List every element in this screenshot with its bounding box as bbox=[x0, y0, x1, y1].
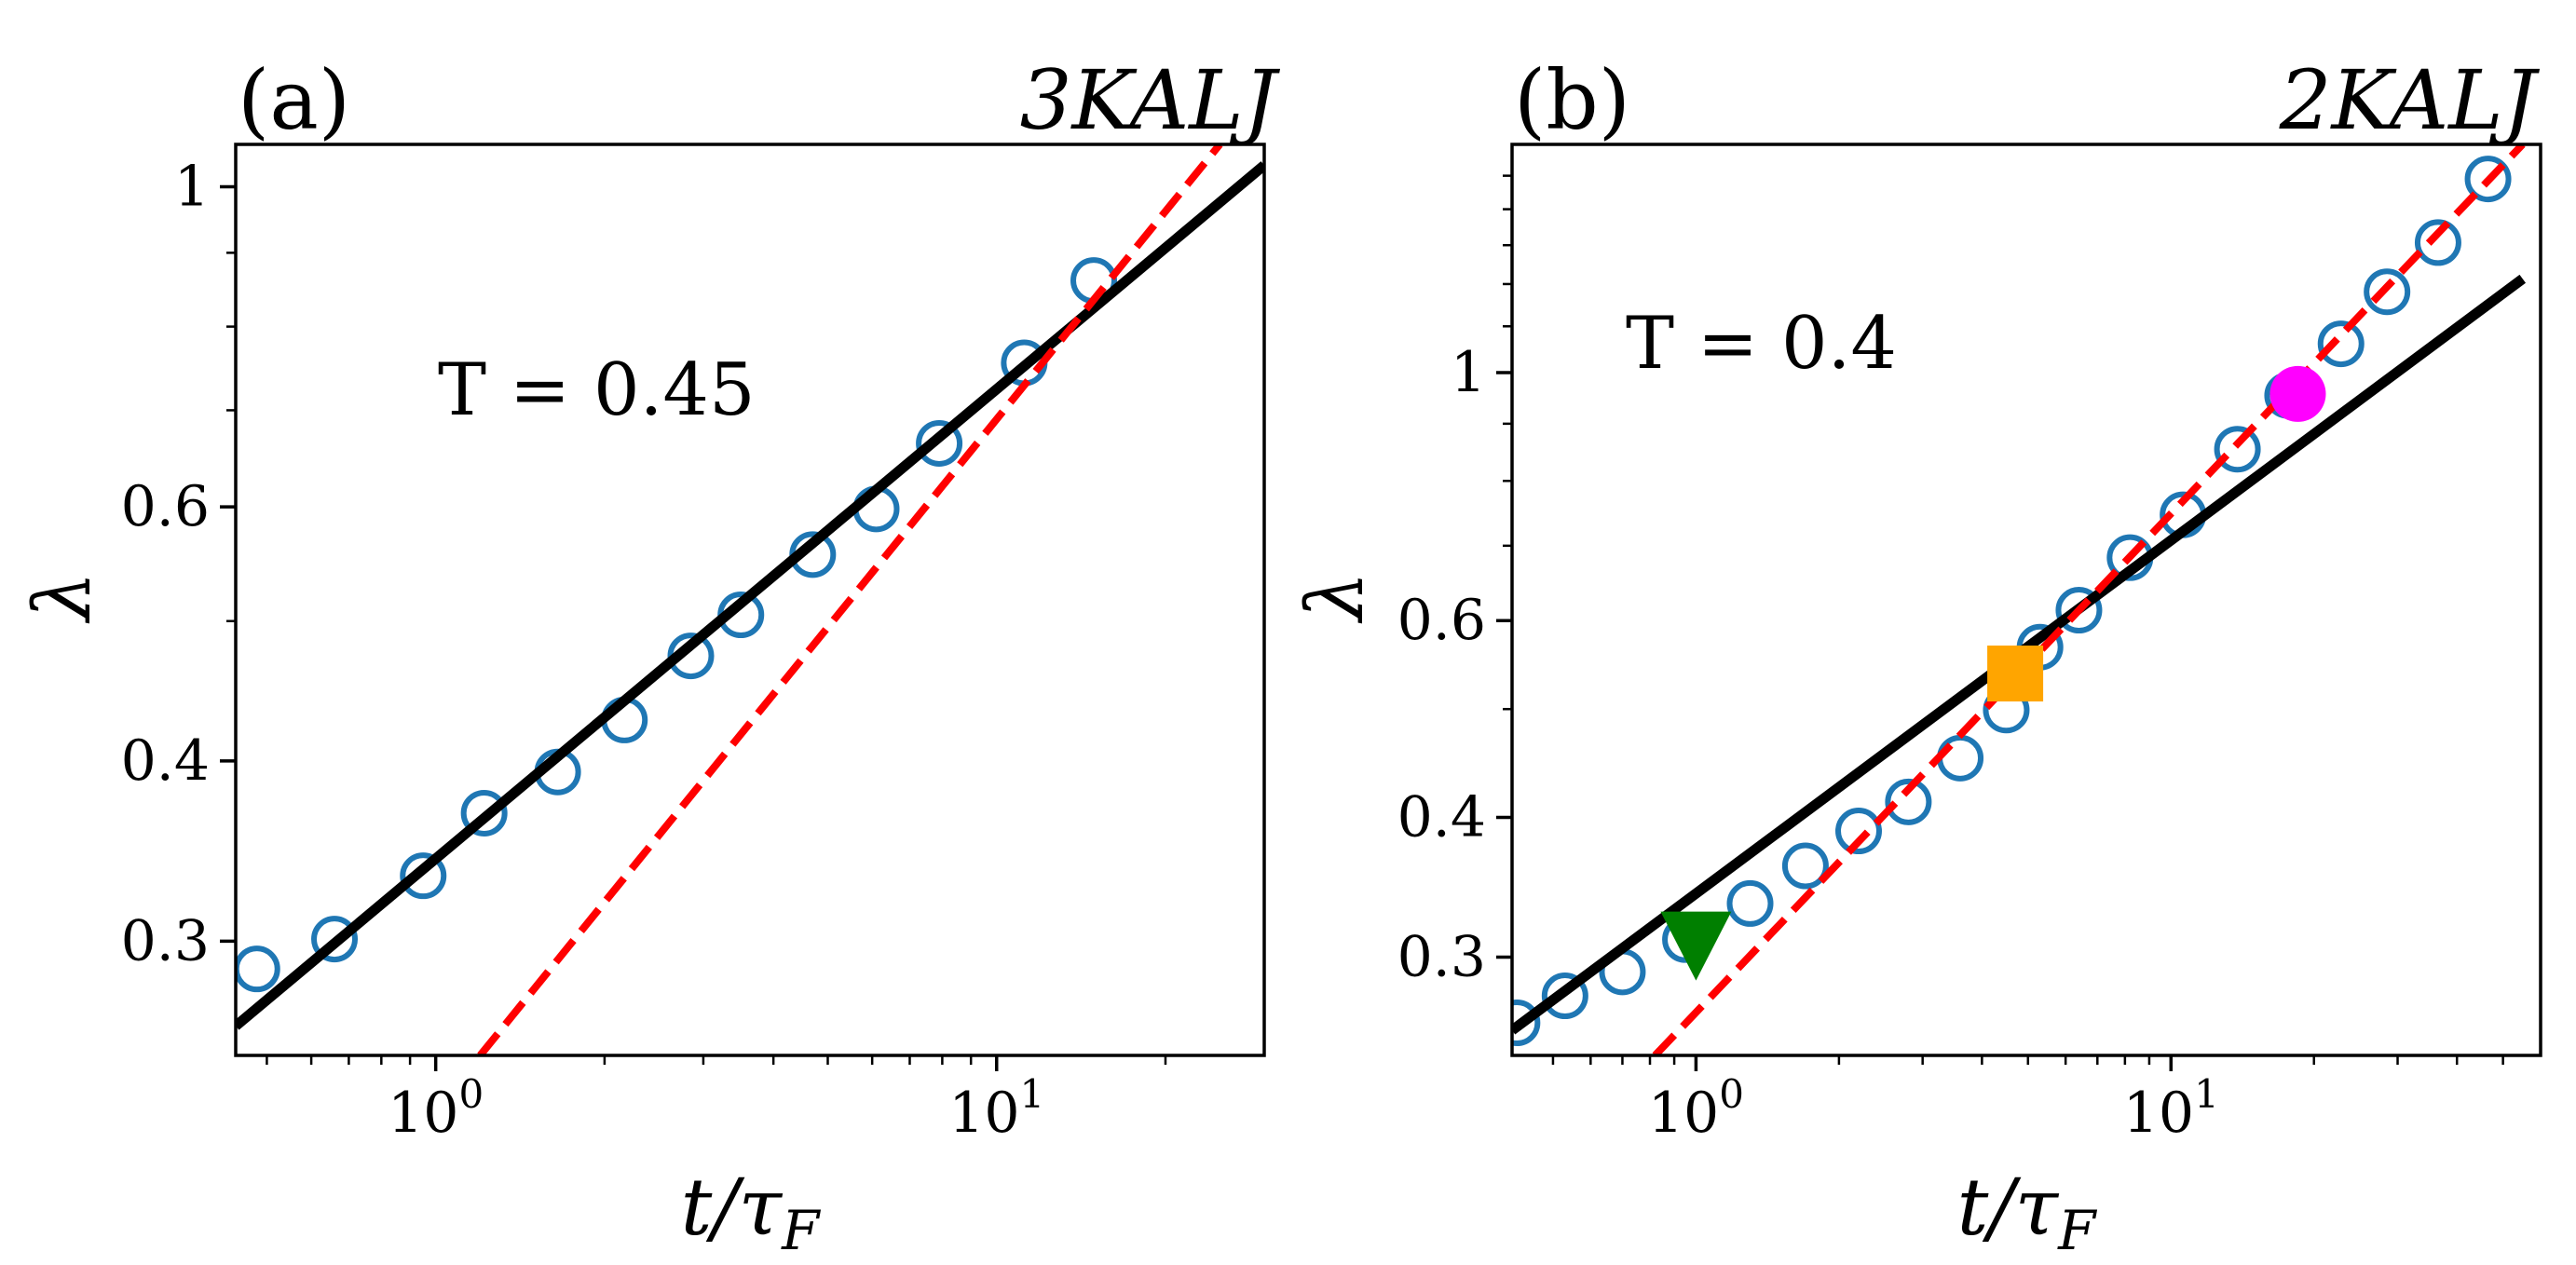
data-point bbox=[236, 945, 280, 993]
ticks-a: 100 101 0.3 0.4 0.6 1 bbox=[121, 155, 1167, 1146]
data-point bbox=[460, 789, 508, 837]
y-tick-label: 0.3 bbox=[1397, 924, 1486, 989]
panel-label-b: (b) bbox=[1514, 52, 1630, 148]
y-tick-label: 0.6 bbox=[1397, 588, 1486, 653]
data-point bbox=[311, 916, 359, 963]
y-tick-label: 0.4 bbox=[121, 728, 210, 794]
x-tick-label: 101 bbox=[948, 1071, 1044, 1146]
y-axis-label-a: λ bbox=[17, 571, 108, 623]
x-tick-label: 100 bbox=[388, 1071, 484, 1146]
y-tick-label: 0.6 bbox=[121, 474, 210, 539]
axes-frame-a bbox=[234, 143, 1266, 1057]
x-axis-label-a: t/τF bbox=[681, 1162, 822, 1262]
x-tick-label: 100 bbox=[1648, 1071, 1744, 1146]
data-point bbox=[2464, 156, 2512, 203]
green-triangle-marker bbox=[1660, 911, 1732, 981]
data-point bbox=[916, 419, 963, 467]
data-point bbox=[1835, 808, 1883, 855]
annotation-a: T = 0.45 bbox=[438, 348, 756, 432]
system-title-a: 3KALJ bbox=[1020, 52, 1281, 148]
data-point bbox=[1781, 842, 1829, 890]
y-tick-label: 1 bbox=[174, 155, 210, 220]
magenta-circle-marker bbox=[2269, 365, 2326, 422]
data-point bbox=[2055, 587, 2103, 634]
y-axis-label-b: λ bbox=[1289, 571, 1381, 623]
annotation-b: T = 0.4 bbox=[1626, 302, 1897, 386]
panel-label-a: (a) bbox=[238, 52, 350, 148]
dashed-fit-line bbox=[1652, 144, 2526, 1055]
axes-frame-b bbox=[1510, 143, 2542, 1057]
plot-area-b bbox=[1512, 144, 2527, 1055]
data-point bbox=[2364, 268, 2411, 316]
data-point bbox=[2414, 219, 2461, 266]
data-point bbox=[1726, 879, 1774, 927]
data-point bbox=[2214, 426, 2261, 473]
data-point bbox=[400, 852, 447, 900]
data-point bbox=[2317, 320, 2365, 368]
dashed-fit-line bbox=[477, 144, 1223, 1055]
system-title-b: 2KALJ bbox=[2279, 52, 2541, 148]
data-point bbox=[1885, 778, 1932, 825]
x-axis-label-b: t/τF bbox=[1957, 1162, 2098, 1262]
data-point bbox=[1512, 1000, 1541, 1047]
panel-a: (a) 3KALJ T = 0.45 100 101 0.3 0.4 0.6 1 t/τF… bbox=[17, 52, 1281, 1262]
x-tick-label: 101 bbox=[2123, 1071, 2219, 1146]
ticks-b: 100 101 0.3 0.4 0.6 1 bbox=[1397, 174, 2504, 1146]
plot-area-a bbox=[236, 144, 1264, 1055]
orange-square-marker bbox=[1987, 646, 2044, 702]
y-tick-label: 1 bbox=[1451, 340, 1486, 405]
y-tick-label: 0.3 bbox=[121, 908, 210, 973]
data-point bbox=[1541, 973, 1588, 1020]
data-point bbox=[1937, 734, 1984, 782]
solid-fit-line bbox=[236, 161, 1264, 1030]
y-tick-label: 0.4 bbox=[1397, 785, 1486, 850]
